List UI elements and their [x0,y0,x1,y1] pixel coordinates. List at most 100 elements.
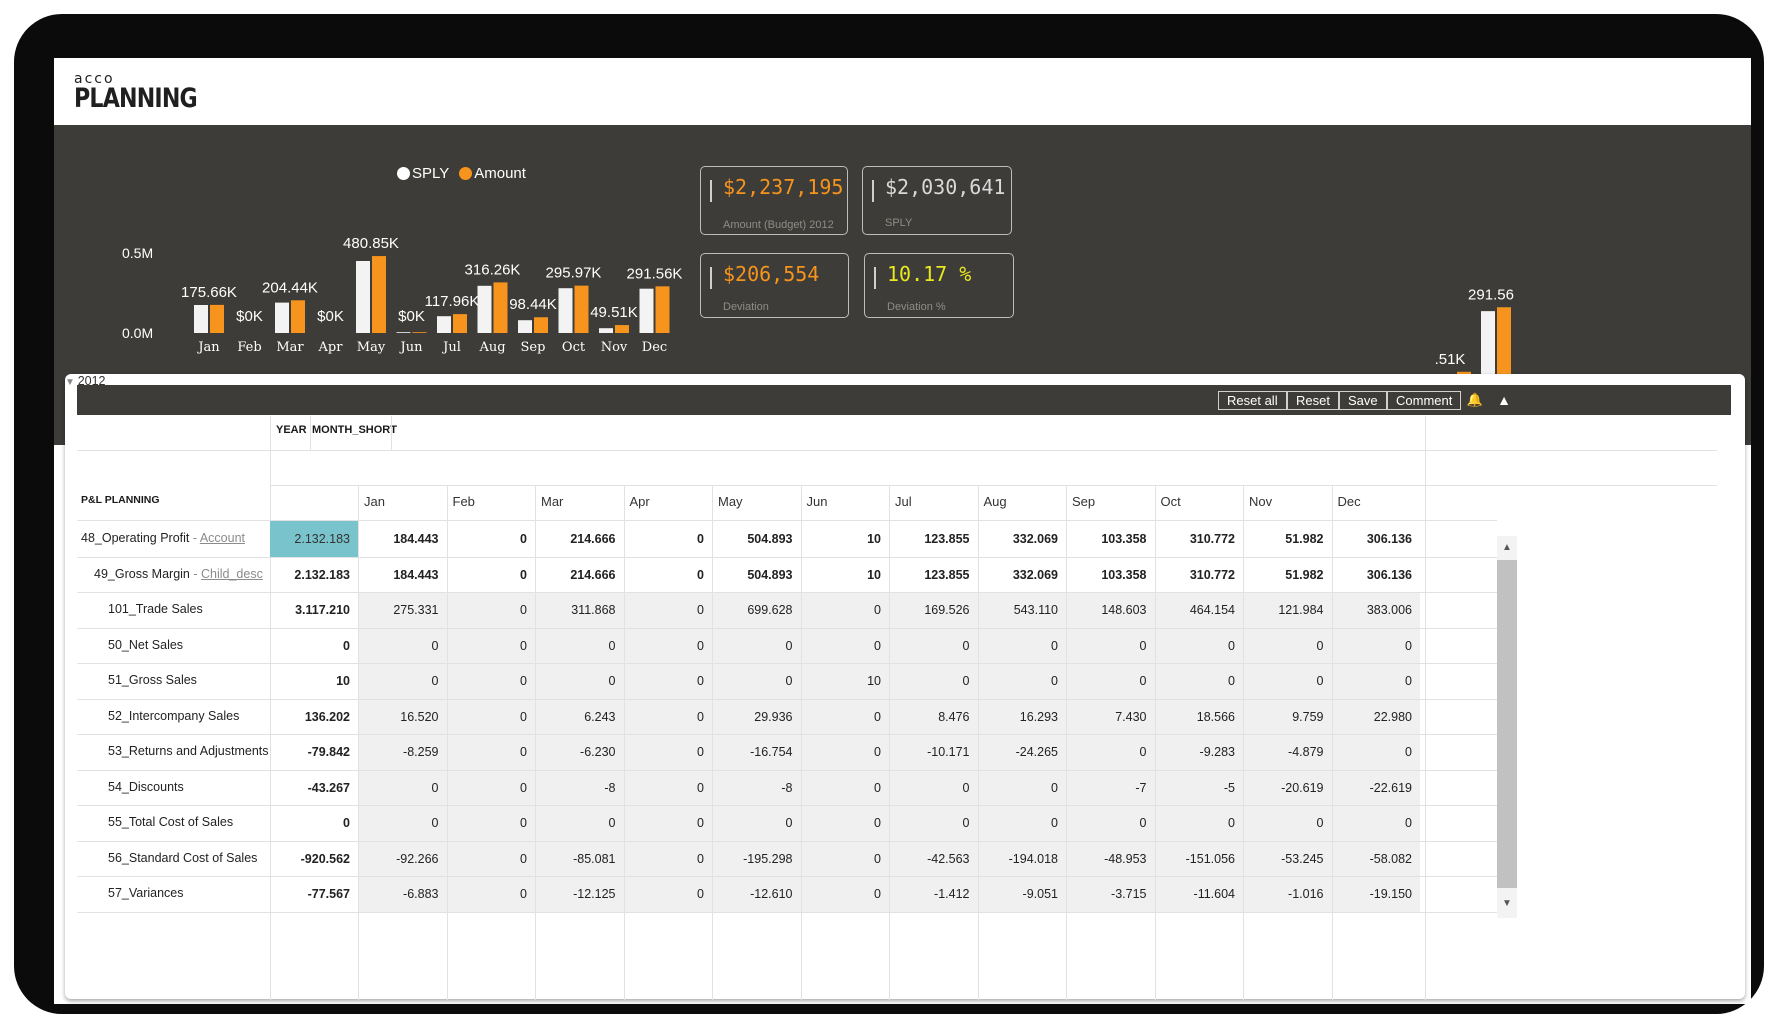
total-cell[interactable]: 10 [336,674,350,688]
value-cell[interactable]: 0 [785,638,793,653]
value-cell[interactable]: 0 [431,674,439,688]
value-cell[interactable]: -151.056 [1185,851,1235,866]
row-label[interactable]: 53_Returns and Adjustments [108,744,269,758]
value-cell[interactable]: 0 [520,567,527,582]
value-cell[interactable]: -92.266 [396,851,439,866]
value-cell[interactable]: 0 [1316,674,1324,688]
total-cell[interactable]: -920.562 [300,851,350,866]
total-cell[interactable]: -77.567 [307,887,350,901]
value-cell[interactable]: 0 [697,780,704,795]
row-label[interactable]: 56_Standard Cost of Sales [108,851,257,865]
bar-amount[interactable] [534,317,548,333]
value-cell[interactable]: 121.984 [1278,603,1324,617]
value-cell[interactable]: 306.136 [1366,567,1412,582]
expand-triangle-icon[interactable]: ▼ [65,377,78,388]
bar-amount[interactable] [574,285,589,333]
value-cell[interactable]: 0 [1051,674,1058,688]
month-header-feb[interactable]: Feb [452,494,475,509]
value-cell[interactable]: -1.412 [934,887,970,901]
value-cell[interactable]: 0 [1051,780,1058,795]
value-cell[interactable]: 0 [1405,816,1412,830]
value-cell[interactable]: 0 [785,816,793,830]
bar-sply[interactable] [437,316,451,333]
month-header-sep[interactable]: Sep [1072,494,1096,509]
value-cell[interactable]: 0 [520,709,527,724]
total-cell[interactable]: 0 [343,816,350,830]
value-cell[interactable]: 8.476 [938,709,970,724]
value-cell[interactable]: -6.883 [403,887,439,901]
value-cell[interactable]: -4.879 [1288,745,1324,759]
value-cell[interactable]: 0 [874,887,881,901]
value-cell[interactable]: 0 [520,780,527,795]
value-cell[interactable]: 0 [1228,816,1235,830]
value-cell[interactable]: 332.069 [1012,532,1058,546]
value-cell[interactable]: -8 [781,780,793,795]
month-header-dec[interactable]: Dec [1337,494,1361,509]
kpi-card-deviation-pct[interactable]: 10.17 % Deviation % [864,253,1014,318]
scroll-down-icon[interactable]: ▼ [1502,898,1512,909]
value-cell[interactable]: -3.715 [1111,887,1147,901]
value-cell[interactable]: -12.125 [573,887,616,901]
value-cell[interactable]: -12.610 [750,887,793,901]
value-cell[interactable]: -42.563 [927,851,970,866]
value-cell[interactable]: 0 [1139,674,1147,688]
year-group-toggle[interactable]: ▼ 2012 [65,374,1745,388]
value-cell[interactable]: -22.619 [1369,780,1412,795]
value-cell[interactable]: 0 [697,674,704,688]
value-cell[interactable]: 16.293 [1019,709,1058,724]
value-cell[interactable]: 0 [697,603,704,617]
value-cell[interactable]: -48.953 [1104,851,1147,866]
value-cell[interactable]: 18.566 [1196,709,1235,724]
row-label[interactable]: 57_Variances [108,886,184,900]
value-cell[interactable]: 0 [697,887,704,901]
mini-bar-sply[interactable] [1481,311,1495,385]
value-cell[interactable]: -9.283 [1199,745,1235,759]
row-label[interactable]: 52_Intercompany Sales [108,709,239,723]
value-cell[interactable]: 0 [697,745,704,759]
value-cell[interactable]: 0 [697,638,704,653]
value-cell[interactable]: -195.298 [743,851,793,866]
bar-sply[interactable] [275,302,289,333]
total-cell[interactable]: 3.117.210 [295,603,350,617]
value-cell[interactable]: 0 [874,638,881,653]
value-cell[interactable]: 0 [874,816,881,830]
value-cell[interactable]: -20.619 [1281,780,1324,795]
total-cell[interactable]: 0 [343,638,350,653]
bar-sply[interactable] [356,261,370,333]
value-cell[interactable]: -85.081 [573,851,616,866]
vertical-scrollbar[interactable]: ▲ ▼ [1497,536,1517,918]
value-cell[interactable]: 148.603 [1101,603,1147,617]
comment-button[interactable]: Comment [1387,391,1462,410]
month-header-aug[interactable]: Aug [983,494,1007,509]
value-cell[interactable]: 0 [520,603,527,617]
value-cell[interactable]: 103.358 [1101,567,1147,582]
value-cell[interactable]: 0 [1228,638,1235,653]
value-cell[interactable]: 311.868 [571,603,616,617]
value-cell[interactable]: 383.006 [1366,603,1412,617]
value-cell[interactable]: 504.893 [747,532,793,546]
chevron-up-icon[interactable]: ▲ [1497,392,1511,408]
value-cell[interactable]: 310.772 [1189,532,1235,546]
mini-bar-amount[interactable] [1497,307,1511,385]
value-cell[interactable]: 310.772 [1189,567,1235,582]
total-cell[interactable]: -43.267 [307,780,350,795]
bar-amount[interactable] [372,256,386,333]
value-cell[interactable]: -19.150 [1369,887,1412,901]
kpi-card-amount[interactable]: $2,237,195 Amount (Budget) 2012 [700,166,848,235]
row-label[interactable]: 55_Total Cost of Sales [108,815,233,829]
legend-item-sply[interactable]: SPLY [397,165,449,182]
app-logo[interactable]: acco PLANNING [74,72,224,112]
bar-sply[interactable] [396,332,411,333]
row-label[interactable]: 50_Net Sales [108,638,183,652]
value-cell[interactable]: 214.666 [570,532,616,546]
bar-amount[interactable] [615,325,629,333]
value-cell[interactable]: 0 [874,745,881,759]
value-cell[interactable]: 0 [874,851,881,866]
row-label[interactable]: 101_Trade Sales [108,602,203,616]
save-button[interactable]: Save [1339,391,1387,410]
value-cell[interactable]: 0 [962,816,970,830]
value-cell[interactable]: 0 [608,816,616,830]
value-cell[interactable]: 0 [431,816,439,830]
value-cell[interactable]: 0 [785,674,793,688]
row-label[interactable]: 51_Gross Sales [108,673,197,687]
